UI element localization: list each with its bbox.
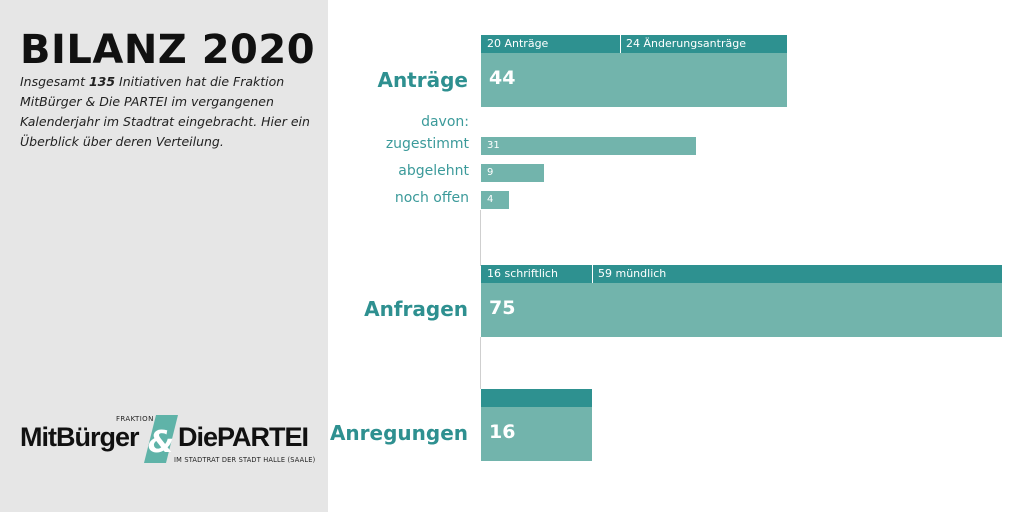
intro-total-number: 135 — [88, 74, 116, 89]
logo-right-text: DiePARTEI — [178, 422, 309, 452]
segment-label-1-1: 20 Anträge — [487, 37, 549, 50]
bar-1 — [481, 53, 787, 107]
svg-text:&: & — [148, 425, 174, 460]
logo-subtitle: IM STADTRAT DER STADT HALLE (SAALE) — [174, 456, 316, 464]
breakdown-label-3: noch offen — [394, 190, 469, 206]
bar-header-2 — [481, 265, 1002, 283]
axis-line-2 — [480, 337, 481, 389]
bar-3 — [481, 407, 592, 461]
bar-2 — [481, 283, 1002, 337]
segment-label-1-2: 24 Änderungsanträge — [626, 37, 746, 50]
breakdown-value-1: 31 — [487, 140, 500, 151]
logo-fraktion-label: FRAKTION — [116, 415, 154, 423]
segment-divider-1-2 — [620, 35, 621, 53]
breakdown-value-3: 4 — [487, 194, 494, 205]
bar-value-1: 44 — [489, 67, 516, 89]
breakdown-bar-3 — [481, 191, 509, 209]
segment-divider-2-2 — [592, 265, 593, 283]
intro-text: Insgesamt 135 Initiativen hat die Frakti… — [20, 72, 320, 152]
segment-label-2-2: 59 mündlich — [598, 267, 667, 280]
category-label-3: Anregungen — [329, 421, 468, 445]
page-title: BILANZ 2020 — [20, 27, 316, 73]
left-panel: BILANZ 2020 Insgesamt 135 Initiativen ha… — [0, 0, 328, 512]
bar-header-3 — [481, 389, 592, 407]
breakdown-bar-2 — [481, 164, 544, 182]
breakdown-heading: davon: — [421, 114, 469, 130]
segment-label-2-1: 16 schriftlich — [487, 267, 558, 280]
category-label-1: Anträge — [377, 68, 468, 92]
party-logo: FRAKTION MitBürger & DiePARTEI IM STADTR… — [20, 412, 320, 470]
category-label-2: Anfragen — [364, 297, 468, 321]
logo-left-text: MitBürger — [20, 422, 139, 452]
breakdown-label-1: zugestimmt — [385, 136, 469, 152]
bar-header-1 — [481, 35, 787, 53]
axis-line-1 — [480, 210, 481, 266]
bar-value-2: 75 — [489, 297, 516, 319]
breakdown-label-2: abgelehnt — [398, 163, 469, 179]
breakdown-bar-1 — [481, 137, 696, 155]
breakdown-value-2: 9 — [487, 167, 494, 178]
intro-text-start: Insgesamt — [20, 74, 89, 89]
intro-text-end: Initiativen hat die Fraktion MitBürger &… — [20, 74, 310, 149]
bar-value-3: 16 — [489, 421, 516, 443]
logo-ampersand-icon: & — [144, 415, 178, 463]
